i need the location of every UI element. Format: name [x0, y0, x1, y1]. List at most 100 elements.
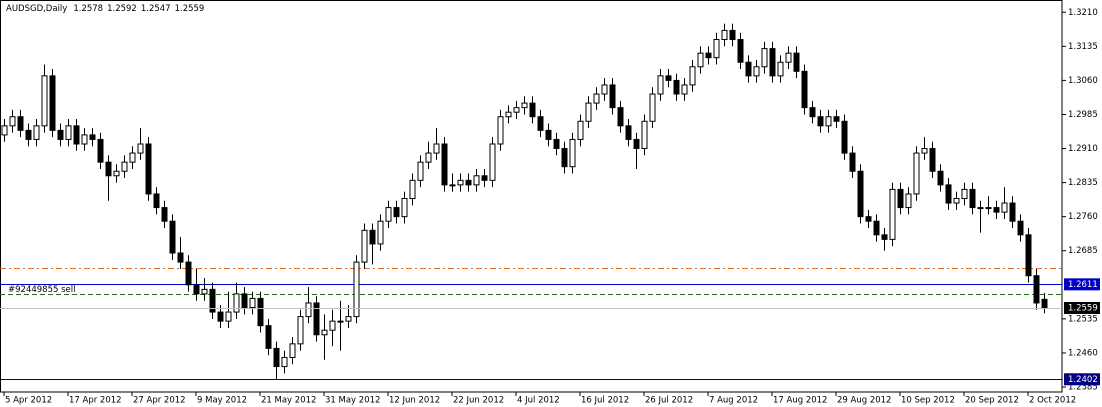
candle-body: [553, 138, 560, 150]
candle-body: [737, 39, 744, 63]
x-tick-label: 10 Sep 2012: [901, 396, 955, 406]
y-tick-label: 1.2685: [1068, 246, 1098, 256]
x-tick-label: 12 Jun 2012: [389, 396, 440, 406]
candle-body: [481, 175, 488, 181]
candle-body: [689, 66, 696, 86]
candle-body: [529, 102, 536, 118]
candle-body: [249, 297, 256, 309]
candle-body: [121, 161, 128, 172]
level-label: #92449855 sell: [8, 285, 75, 295]
candle-body: [313, 302, 320, 336]
candle-body: [185, 261, 192, 286]
candle-body: [817, 116, 824, 127]
candle-body: [681, 84, 688, 95]
y-tick-label: 1.2385: [1068, 383, 1098, 393]
candle-body: [497, 116, 504, 145]
candle-body: [137, 143, 144, 154]
candle-body: [153, 193, 160, 209]
level-price-label: 1.2611: [1068, 280, 1098, 290]
candle-body: [761, 48, 768, 68]
candle-body: [337, 320, 344, 323]
candle-body: [433, 143, 440, 154]
x-tick-label: 27 Apr 2012: [133, 396, 186, 406]
candle-body: [897, 188, 904, 209]
candle-body: [961, 188, 968, 199]
candle-body: [449, 184, 456, 187]
candle-body: [825, 116, 832, 127]
candle-body: [593, 93, 600, 104]
candle-body: [577, 120, 584, 140]
x-tick-label: 26 Jul 2012: [645, 396, 693, 406]
candle-body: [1041, 298, 1048, 309]
candle-body: [721, 29, 728, 41]
candle-body: [841, 120, 848, 154]
x-tick-label: 21 May 2012: [261, 396, 316, 406]
candle-body: [1009, 202, 1016, 222]
candle-body: [145, 143, 152, 195]
header-high: 1.2592: [107, 4, 137, 14]
candle-body: [1017, 220, 1024, 236]
candle-body: [641, 120, 648, 150]
candle-body: [625, 125, 632, 140]
y-tick-label: 1.3135: [1068, 42, 1098, 52]
candle-body: [801, 70, 808, 109]
x-tick-label: 17 Aug 2012: [773, 396, 827, 406]
candle-body: [833, 116, 840, 122]
candle-body: [921, 148, 928, 154]
candle-body: [521, 102, 528, 109]
candle-body: [665, 75, 672, 81]
candle-body: [65, 125, 72, 140]
x-tick-label: 29 Aug 2012: [837, 396, 891, 406]
candle-body: [673, 79, 680, 95]
candle-body: [713, 39, 720, 59]
candle-body: [33, 125, 40, 140]
x-tick-label: 4 Jul 2012: [517, 396, 560, 406]
candle-body: [889, 188, 896, 240]
candle-body: [73, 125, 80, 145]
bid-price-label-box: [1064, 301, 1100, 314]
y-tick-label: 1.2835: [1068, 178, 1098, 188]
candle-body: [329, 320, 336, 331]
candle-body: [1033, 275, 1040, 304]
y-tick-label: 1.2535: [1068, 314, 1098, 324]
candle-body: [777, 61, 784, 77]
candle-body: [273, 347, 280, 368]
candle-body: [953, 197, 960, 204]
candle-body: [913, 152, 920, 195]
candle-body: [753, 66, 760, 77]
plot-frame: [0, 0, 1063, 393]
x-tick-label: 5 Apr 2012: [5, 396, 52, 406]
candle-body: [857, 170, 864, 218]
candle-body: [929, 148, 936, 172]
candle-body: [465, 179, 472, 186]
candle-body: [393, 207, 400, 218]
candle-body: [1, 125, 8, 136]
candle-body: [9, 116, 16, 127]
header-low: 1.2547: [141, 4, 171, 14]
y-tick-label: 1.3060: [1068, 76, 1098, 86]
candle-body: [177, 252, 184, 263]
candle-body: [233, 293, 240, 313]
candle-body: [409, 179, 416, 199]
candle-body: [289, 343, 296, 358]
candle-body: [1001, 202, 1008, 213]
candle-body: [297, 316, 304, 345]
candle-body: [561, 148, 568, 168]
candle-body: [425, 152, 432, 163]
candle-body: [809, 107, 816, 118]
x-tick-label: 2 Oct 2012: [1029, 396, 1076, 406]
candle-body: [993, 207, 1000, 213]
y-tick-label: 1.2985: [1068, 110, 1098, 120]
candle-body: [657, 75, 664, 95]
candle-body: [225, 311, 232, 322]
candle-body: [881, 234, 888, 240]
candle-body: [873, 220, 880, 236]
candle-body: [609, 84, 616, 109]
candle-body: [969, 188, 976, 209]
candle-body: [785, 52, 792, 63]
candle-body: [401, 197, 408, 218]
candle-body: [209, 288, 216, 313]
x-tick-label: 16 Jul 2012: [581, 396, 629, 406]
candle-body: [353, 261, 360, 318]
